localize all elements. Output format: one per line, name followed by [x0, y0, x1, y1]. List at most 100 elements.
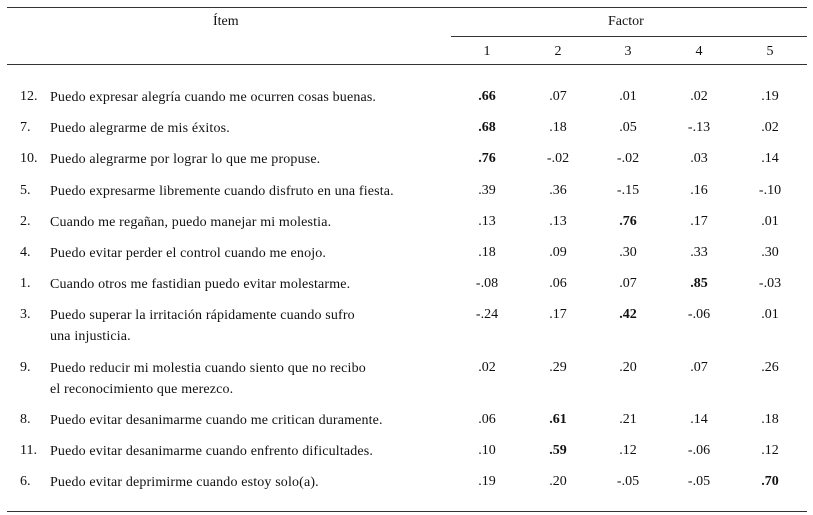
factor-loading-4: .02 [690, 89, 708, 104]
factor-loading-5: -.10 [758, 183, 782, 198]
factor-loading-5: .30 [761, 245, 779, 260]
factor-loading-5: .19 [761, 89, 779, 104]
factor-loading-3: .12 [619, 443, 637, 458]
item-number: 8. [20, 412, 31, 427]
table-top-rule [7, 7, 807, 8]
factor-loading-5: -.03 [758, 276, 782, 291]
item-number: 5. [20, 183, 31, 198]
item-text: Puedo reducir mi molestia cuando siento … [50, 358, 366, 400]
item-text: Puedo evitar deprimirme cuando estoy sol… [50, 472, 319, 493]
item-text: Puedo expresarme libremente cuando disfr… [50, 181, 394, 202]
factor-loading-2: .61 [549, 412, 567, 427]
item-text: Puedo evitar perder el control cuando me… [50, 243, 326, 264]
factor-loading-3: .05 [619, 120, 637, 135]
factor-loading-5: .01 [761, 307, 779, 322]
factor-loading-1: -.24 [475, 307, 499, 322]
factor-loading-3: .21 [619, 412, 637, 427]
factor-loading-1: -.08 [475, 276, 499, 291]
factor-loading-2: .17 [549, 307, 567, 322]
factor-loading-4: .16 [690, 183, 708, 198]
factor-loading-3: -.15 [616, 183, 640, 198]
factor-loading-5: .26 [761, 360, 779, 375]
item-text-line-1: Puedo expresar alegría cuando me ocurren… [50, 90, 377, 105]
factor-header-rule [451, 36, 807, 37]
factor-loading-3: -.05 [616, 474, 640, 489]
factor-loading-1: .19 [478, 474, 496, 489]
item-text: Cuando otros me fastidian puedo evitar m… [50, 274, 350, 295]
item-text-line-1: Puedo reducir mi molestia cuando siento … [50, 361, 366, 376]
factor-number-2: 2 [554, 44, 562, 59]
table-bottom-rule [7, 511, 807, 512]
factor-loading-5: .12 [761, 443, 779, 458]
factor-loading-4: -.06 [687, 443, 711, 458]
factor-loading-4: .07 [690, 360, 708, 375]
item-text-line-1: Cuando otros me fastidian puedo evitar m… [50, 277, 351, 292]
factor-loading-5: .70 [761, 474, 779, 489]
factor-loading-5: .02 [761, 120, 779, 135]
item-number: 11. [20, 443, 37, 458]
factor-loading-4: -.05 [687, 474, 711, 489]
factor-loading-3: .07 [619, 276, 637, 291]
factor-loading-4: .17 [690, 214, 708, 229]
factor-header: Factor [608, 14, 644, 29]
factor-number-3: 3 [624, 44, 632, 59]
item-number: 12. [20, 89, 38, 104]
item-text-line-1: Puedo expresarme libremente cuando disfr… [50, 184, 394, 199]
item-text-line-2: el reconocimiento que merezco. [50, 382, 234, 397]
factor-loading-2: .29 [549, 360, 567, 375]
factor-loading-2: -.02 [546, 151, 570, 166]
factor-loading-1: .10 [478, 443, 496, 458]
item-number: 3. [20, 307, 31, 322]
item-number: 6. [20, 474, 31, 489]
item-text-line-1: Cuando me regañan, puedo manejar mi mole… [50, 215, 332, 230]
item-text-line-1: Puedo alegrarme por lograr lo que me pro… [50, 152, 321, 167]
factor-loading-4: -.06 [687, 307, 711, 322]
item-number: 7. [20, 120, 31, 135]
factor-loading-1: .66 [478, 89, 496, 104]
factor-loading-4: -.13 [687, 120, 711, 135]
factor-loading-1: .39 [478, 183, 496, 198]
factor-loading-3: -.02 [616, 151, 640, 166]
factor-loading-4: .03 [690, 151, 708, 166]
factor-loading-2: .20 [549, 474, 567, 489]
item-text-line-1: Puedo evitar perder el control cuando me… [50, 246, 327, 261]
factor-loading-1: .76 [478, 151, 496, 166]
item-number: 2. [20, 214, 31, 229]
factor-loading-5: .01 [761, 214, 779, 229]
item-header: Ítem [213, 14, 239, 29]
factor-loading-3: .01 [619, 89, 637, 104]
factor-loading-4: .85 [690, 276, 708, 291]
item-number: 1. [20, 276, 31, 291]
factor-loading-3: .20 [619, 360, 637, 375]
factor-number-5: 5 [766, 44, 774, 59]
factor-loading-1: .18 [478, 245, 496, 260]
factor-loading-2: .36 [549, 183, 567, 198]
factor-loading-1: .13 [478, 214, 496, 229]
item-number: 4. [20, 245, 31, 260]
factor-number-4: 4 [695, 44, 703, 59]
item-text: Puedo evitar desanimarme cuando me criti… [50, 410, 383, 431]
item-text-line-1: Puedo evitar desanimarme cuando me criti… [50, 413, 383, 428]
factor-loading-5: .18 [761, 412, 779, 427]
factor-loading-4: .33 [690, 245, 708, 260]
factor-loading-3: .42 [619, 307, 637, 322]
factor-loading-2: .59 [549, 443, 567, 458]
factor-loading-2: .09 [549, 245, 567, 260]
item-text-line-1: Puedo alegrarme de mis éxitos. [50, 121, 230, 136]
item-text-line-1: Puedo superar la irritación rápidamente … [50, 308, 355, 323]
item-text: Puedo alegrarme por lograr lo que me pro… [50, 149, 320, 170]
item-text-line-2: una injusticia. [50, 329, 131, 344]
factor-loading-2: .13 [549, 214, 567, 229]
factor-loading-2: .07 [549, 89, 567, 104]
factor-loading-5: .14 [761, 151, 779, 166]
factor-loading-1: .68 [478, 120, 496, 135]
item-text: Puedo alegrarme de mis éxitos. [50, 118, 230, 139]
factor-loading-3: .30 [619, 245, 637, 260]
header-bottom-rule [7, 64, 807, 65]
item-text: Puedo superar la irritación rápidamente … [50, 305, 355, 347]
item-text: Cuando me regañan, puedo manejar mi mole… [50, 212, 331, 233]
item-number: 9. [20, 360, 31, 375]
item-text-line-1: Puedo evitar desanimarme cuando enfrento… [50, 444, 373, 459]
factor-loading-2: .18 [549, 120, 567, 135]
factor-loading-4: .14 [690, 412, 708, 427]
